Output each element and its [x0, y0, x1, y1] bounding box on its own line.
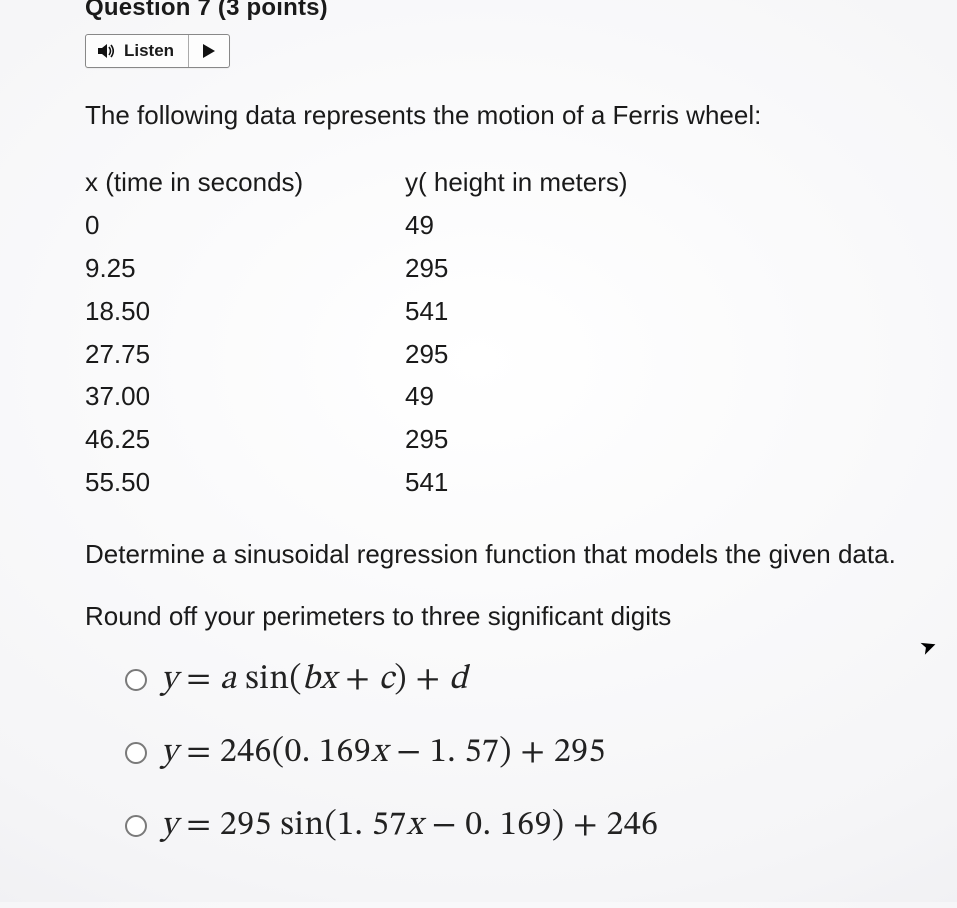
table-row: 18.50 541	[85, 290, 897, 333]
cell-y: 541	[405, 461, 897, 504]
table-row: 0 49	[85, 204, 897, 247]
cell-y: 295	[405, 247, 897, 290]
table-row: 46.25 295	[85, 418, 897, 461]
play-icon	[203, 44, 215, 58]
option-a[interactable]: y = a sin(bx + c) + d	[125, 659, 897, 702]
table-header-y: y( height in meters)	[405, 161, 897, 204]
intro-text: The following data represents the motion…	[85, 96, 897, 135]
option-b-math: y = 246(0. 169x − 1. 57) + 295	[161, 732, 606, 775]
cell-x: 46.25	[85, 418, 405, 461]
table-header-x: x (time in seconds)	[85, 161, 405, 204]
table-row: 37.00 49	[85, 375, 897, 418]
table-row: 27.75 295	[85, 333, 897, 376]
prompt-line-1: Determine a sinusoidal regression functi…	[85, 534, 897, 574]
cell-x: 37.00	[85, 375, 405, 418]
option-c[interactable]: y = 295 sin(1. 57x − 0. 169) + 246	[125, 805, 897, 848]
cell-x: 0	[85, 204, 405, 247]
listen-label: Listen	[124, 41, 174, 61]
prompt-line-2: Round off your perimeters to three signi…	[85, 596, 897, 636]
table-row: 9.25 295	[85, 247, 897, 290]
cell-y: 295	[405, 418, 897, 461]
listen-button-group: Listen	[85, 34, 230, 68]
cell-y: 295	[405, 333, 897, 376]
cell-y: 49	[405, 375, 897, 418]
listen-button[interactable]: Listen	[86, 35, 189, 67]
answer-options: y = a sin(bx + c) + d y = 246(0. 169x − …	[85, 659, 897, 848]
play-button[interactable]	[189, 35, 229, 67]
cell-y: 541	[405, 290, 897, 333]
option-a-math: y = a sin(bx + c) + d	[161, 659, 468, 702]
option-b[interactable]: y = 246(0. 169x − 1. 57) + 295	[125, 732, 897, 775]
radio-icon	[125, 742, 147, 764]
cell-x: 55.50	[85, 461, 405, 504]
option-c-math: y = 295 sin(1. 57x − 0. 169) + 246	[161, 805, 659, 848]
table-row: 55.50 541	[85, 461, 897, 504]
cell-x: 27.75	[85, 333, 405, 376]
question-header: Question 7 (3 points)	[85, 0, 897, 22]
cell-y: 49	[405, 204, 897, 247]
cell-x: 9.25	[85, 247, 405, 290]
radio-icon	[125, 669, 147, 691]
data-table: x (time in seconds) y( height in meters)…	[85, 161, 897, 504]
radio-icon	[125, 815, 147, 837]
speaker-icon	[98, 43, 116, 59]
cell-x: 18.50	[85, 290, 405, 333]
